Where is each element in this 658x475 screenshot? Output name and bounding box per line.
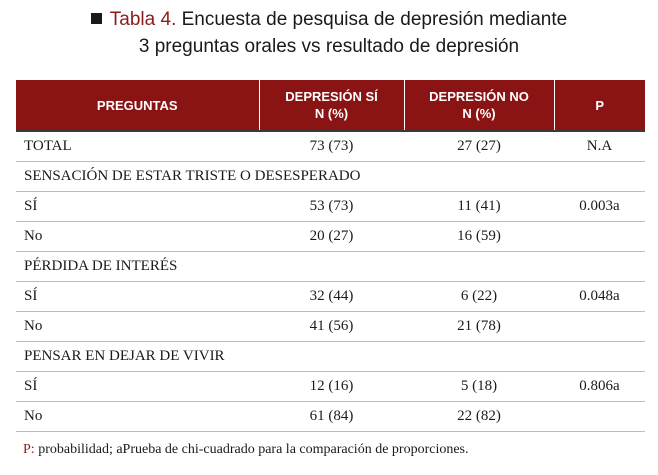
cell-depresion-no: 16 (59) xyxy=(404,221,554,252)
table-row: SÍ 12 (16) 5 (18) 0.806a xyxy=(16,371,645,402)
table-row: SÍ 32 (44) 6 (22) 0.048a xyxy=(16,281,645,312)
table-row: No 20 (27) 16 (59) xyxy=(16,221,645,252)
cell-depresion-si: 41 (56) xyxy=(259,311,404,342)
section-label: PENSAR EN DEJAR DE VIVIR xyxy=(16,341,645,372)
cell-depresion-si: 12 (16) xyxy=(259,371,404,402)
table-header: PREGUNTAS DEPRESIÓN SÍ N (%) DEPRESIÓN NO… xyxy=(16,80,645,131)
row-label: No xyxy=(16,311,259,342)
cell-depresion-no: 27 (27) xyxy=(404,130,554,162)
cell-depresion-si: 32 (44) xyxy=(259,281,404,312)
header-depresion-no-title: DEPRESIÓN NO xyxy=(429,89,529,104)
cell-p-value: N.A xyxy=(554,130,645,162)
section-row: PÉRDIDA DE INTERÉS xyxy=(16,251,645,282)
footnote-text: probabilidad; aPrueba de chi-cuadrado pa… xyxy=(38,442,469,457)
cell-depresion-si: 73 (73) xyxy=(259,130,404,162)
header-row: PREGUNTAS DEPRESIÓN SÍ N (%) DEPRESIÓN NO… xyxy=(16,80,645,131)
section-row: PENSAR EN DEJAR DE VIVIR xyxy=(16,341,645,372)
caption-line-1: Tabla 4. Encuesta de pesquisa de depresi… xyxy=(0,6,658,33)
header-depresion-si-title: DEPRESIÓN SÍ xyxy=(285,89,378,104)
section-row: SENSACIÓN DE ESTAR TRISTE O DESESPERADO xyxy=(16,161,645,192)
section-label: PÉRDIDA DE INTERÉS xyxy=(16,251,645,282)
table-footnote: P: probabilidad; aPrueba de chi-cuadrado… xyxy=(23,442,469,458)
cell-depresion-no: 21 (78) xyxy=(404,311,554,342)
footnote-p-label: P: xyxy=(23,442,35,457)
cell-p-value xyxy=(554,221,645,252)
header-p: P xyxy=(553,80,645,131)
header-depresion-si-unit: N (%) xyxy=(314,106,349,121)
cell-depresion-no: 22 (82) xyxy=(404,401,554,432)
table-number-label: Tabla 4. xyxy=(109,9,177,30)
cell-p-value: 0.048a xyxy=(554,281,645,312)
row-label: SÍ xyxy=(16,281,259,312)
cell-depresion-no: 5 (18) xyxy=(404,371,554,402)
row-label: TOTAL xyxy=(16,130,259,162)
cell-p-value xyxy=(554,401,645,432)
table-row: TOTAL 73 (73) 27 (27) N.A xyxy=(16,130,645,162)
cell-depresion-si: 61 (84) xyxy=(259,401,404,432)
header-depresion-no-unit: N (%) xyxy=(462,106,496,121)
header-depresion-no: DEPRESIÓN NO N (%) xyxy=(403,80,554,131)
table-caption: Tabla 4. Encuesta de pesquisa de depresi… xyxy=(0,0,658,60)
cell-depresion-no: 11 (41) xyxy=(404,191,554,222)
section-label: SENSACIÓN DE ESTAR TRISTE O DESESPERADO xyxy=(16,161,645,192)
cell-depresion-si: 20 (27) xyxy=(259,221,404,252)
cell-p-value xyxy=(554,311,645,342)
results-table: PREGUNTAS DEPRESIÓN SÍ N (%) DEPRESIÓN NO… xyxy=(16,80,645,432)
row-label: No xyxy=(16,221,259,252)
header-preguntas: PREGUNTAS xyxy=(16,80,259,131)
row-label: No xyxy=(16,401,259,432)
cell-depresion-no: 6 (22) xyxy=(404,281,554,312)
row-label: SÍ xyxy=(16,371,259,402)
cell-p-value: 0.003a xyxy=(554,191,645,222)
caption-title-part-1: Encuesta de pesquisa de depresión median… xyxy=(181,9,568,30)
cell-p-value: 0.806a xyxy=(554,371,645,402)
table-row: No 41 (56) 21 (78) xyxy=(16,311,645,342)
caption-line-2: 3 preguntas orales vs resultado de depre… xyxy=(138,36,520,57)
cell-depresion-si: 53 (73) xyxy=(259,191,404,222)
header-depresion-si: DEPRESIÓN SÍ N (%) xyxy=(258,80,404,131)
table-row: SÍ 53 (73) 11 (41) 0.003a xyxy=(16,191,645,222)
table-row: No 61 (84) 22 (82) xyxy=(16,401,645,432)
square-bullet-icon xyxy=(90,13,102,24)
table-body: TOTAL 73 (73) 27 (27) N.A SENSACIÓN DE ESTAR… xyxy=(16,130,645,432)
row-label: SÍ xyxy=(16,191,259,222)
